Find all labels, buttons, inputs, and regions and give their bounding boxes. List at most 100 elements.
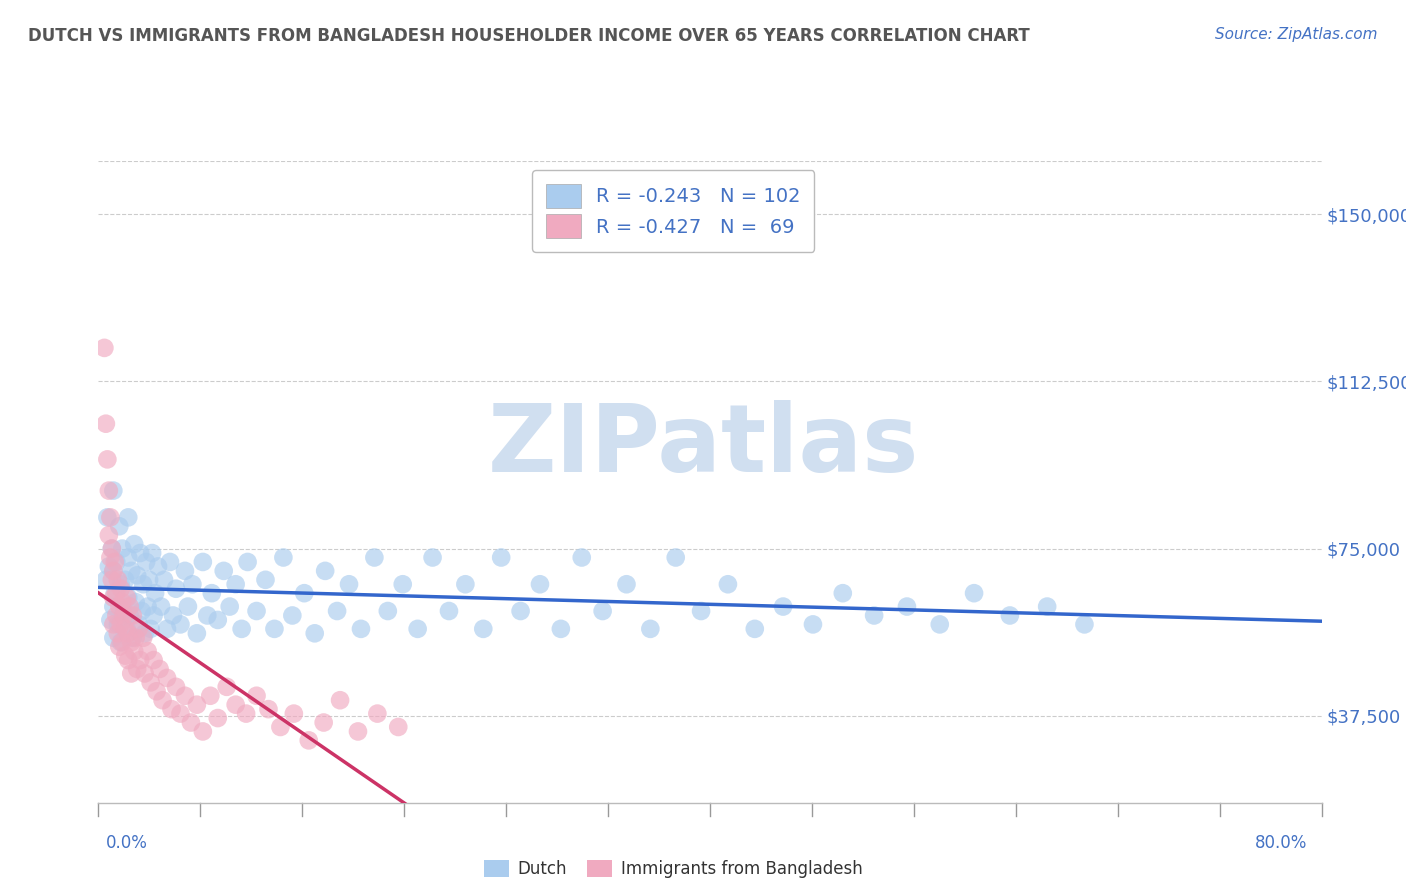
Point (186, 626, 208, 640)
Point (156, 622, 179, 636)
Point (103, 617, 125, 632)
Point (132, 631, 155, 645)
Point (103, 564, 125, 578)
Point (127, 662, 149, 676)
Point (139, 622, 162, 636)
Point (207, 613, 229, 627)
Point (437, 604, 460, 618)
Point (254, 573, 277, 587)
Point (118, 599, 141, 614)
Point (129, 546, 152, 560)
Point (132, 577, 155, 591)
Point (616, 577, 638, 591)
Point (218, 599, 240, 614)
Point (391, 577, 413, 591)
Point (304, 626, 326, 640)
Point (350, 622, 373, 636)
Point (529, 577, 551, 591)
Point (831, 586, 853, 600)
Point (107, 617, 129, 632)
Point (103, 599, 125, 614)
Point (139, 675, 162, 690)
Point (150, 599, 173, 614)
Point (136, 644, 159, 658)
Point (772, 599, 794, 614)
Point (896, 599, 918, 614)
Point (717, 577, 740, 591)
Point (125, 595, 148, 609)
Point (101, 573, 124, 587)
Point (145, 684, 167, 698)
Point (93, 341, 115, 355)
Point (236, 555, 259, 569)
Point (928, 617, 950, 632)
Point (121, 631, 143, 645)
Point (110, 577, 132, 591)
Point (174, 689, 197, 703)
Point (142, 653, 165, 667)
Point (125, 631, 148, 645)
Point (138, 573, 160, 587)
Point (103, 631, 125, 645)
Point (117, 591, 139, 605)
Point (141, 546, 163, 560)
Point (200, 689, 222, 703)
Point (110, 582, 132, 596)
Point (165, 582, 187, 596)
Point (212, 564, 235, 578)
Point (235, 706, 257, 721)
Legend: Dutch, Immigrants from Bangladesh: Dutch, Immigrants from Bangladesh (478, 853, 869, 884)
Point (326, 604, 349, 618)
Point (101, 541, 124, 556)
Point (273, 550, 295, 565)
Point (131, 604, 153, 618)
Point (640, 622, 662, 636)
Text: 0.0%: 0.0% (105, 834, 148, 852)
Point (387, 720, 409, 734)
Point (108, 640, 131, 654)
Point (117, 550, 139, 565)
Point (472, 622, 495, 636)
Point (454, 577, 477, 591)
Text: 80.0%: 80.0% (1256, 834, 1308, 852)
Point (177, 599, 200, 614)
Point (107, 626, 129, 640)
Point (215, 680, 238, 694)
Point (117, 653, 139, 667)
Point (111, 595, 134, 609)
Point (101, 541, 124, 556)
Point (135, 555, 157, 569)
Point (550, 622, 572, 636)
Point (406, 622, 429, 636)
Point (592, 604, 614, 618)
Point (136, 599, 159, 614)
Point (129, 653, 152, 667)
Point (169, 617, 191, 632)
Point (181, 577, 204, 591)
Point (665, 550, 688, 565)
Point (114, 648, 136, 663)
Point (98, 613, 121, 627)
Point (96, 452, 118, 467)
Point (169, 706, 191, 721)
Point (108, 519, 131, 533)
Point (120, 635, 142, 649)
Point (156, 671, 179, 685)
Point (191, 724, 214, 739)
Point (104, 586, 127, 600)
Point (571, 550, 593, 565)
Point (292, 586, 315, 600)
Point (97, 559, 120, 574)
Point (98, 510, 121, 524)
Point (160, 702, 183, 716)
Point (134, 626, 156, 640)
Point (186, 698, 208, 712)
Point (98, 550, 121, 565)
Point (152, 693, 174, 707)
Point (114, 573, 136, 587)
Point (422, 550, 444, 565)
Point (245, 604, 267, 618)
Point (207, 711, 229, 725)
Point (149, 662, 172, 676)
Point (298, 733, 321, 747)
